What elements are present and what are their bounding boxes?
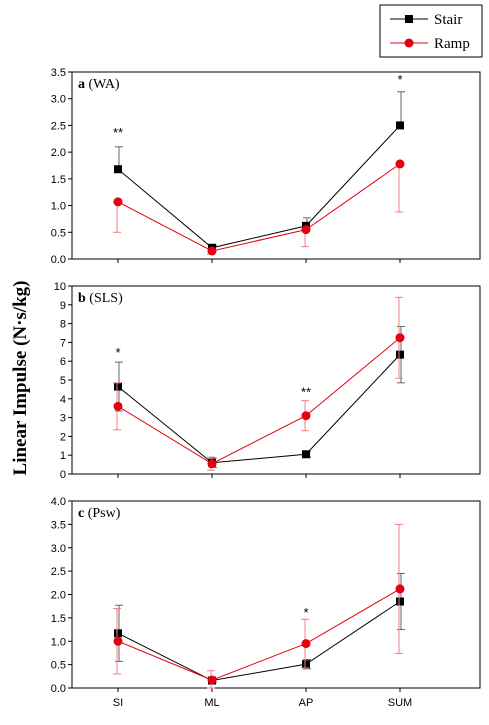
- y-tick-label: 10: [54, 281, 66, 293]
- y-tick-label: 2: [60, 431, 66, 443]
- y-tick-label: 2.5: [51, 566, 66, 578]
- data-point-stair: [396, 597, 404, 606]
- data-point-ramp: [113, 636, 123, 646]
- y-tick-label: 2.0: [51, 147, 66, 159]
- plot-frame: [71, 500, 481, 689]
- y-tick-label: 1.0: [51, 636, 66, 648]
- data-point-ramp: [113, 401, 123, 411]
- data-point-stair: [114, 629, 122, 638]
- y-tick-label: 7: [60, 337, 66, 349]
- significance-marker: *: [115, 345, 120, 360]
- data-point-ramp: [301, 411, 311, 421]
- y-tick-label: 3.0: [51, 543, 66, 555]
- panel-name: (WA): [89, 77, 120, 92]
- data-point-stair: [396, 121, 404, 130]
- data-point-ramp: [301, 639, 311, 649]
- y-tick-label: 1.5: [51, 174, 66, 186]
- y-tick-label: 3: [60, 413, 66, 425]
- panel-c: 0.0 0.5 1.0 1.5 2.0 2.5 3.0 3.5 4.0 SI ML AP SUM c (P…: [51, 496, 481, 709]
- data-point-stair: [396, 350, 404, 359]
- y-tick-label: 0: [60, 469, 66, 481]
- x-tick-label: AP: [299, 697, 314, 709]
- panel-name: (Psw): [88, 506, 121, 521]
- y-tick-label: 1.0: [51, 201, 66, 213]
- y-tick-label: 9: [60, 300, 66, 312]
- data-point-ramp: [207, 459, 217, 469]
- y-tick-label: 0.5: [51, 227, 66, 239]
- panel-label: a (WA): [78, 77, 120, 92]
- y-tick-label: 2.5: [51, 120, 66, 132]
- error-bars-stair: [115, 91, 405, 248]
- significance-marker: **: [113, 125, 123, 140]
- error-bars-ramp: [113, 296, 403, 471]
- legend: Stair Ramp: [379, 4, 483, 58]
- significance-marker: *: [397, 72, 402, 87]
- legend-label-ramp: Ramp: [434, 36, 470, 52]
- error-bars-stair: [115, 572, 405, 683]
- y-tick-label: 4.0: [51, 496, 66, 508]
- y-tick-label: 3.0: [51, 94, 66, 106]
- series-line-ramp: [117, 588, 401, 681]
- significance-marker: **: [301, 384, 311, 399]
- legend-entry-ramp: Ramp: [390, 36, 470, 52]
- error-bars-stair: [115, 325, 405, 468]
- panel-label: c (Psw): [78, 506, 121, 521]
- y-tick-label: 0.0: [51, 254, 66, 266]
- panel-letter: b: [78, 291, 89, 306]
- y-tick-label: 4: [60, 394, 66, 406]
- series-line-ramp: [117, 163, 401, 252]
- series-line-ramp: [117, 337, 401, 465]
- data-point-ramp: [207, 246, 217, 256]
- data-point-stair: [302, 660, 310, 669]
- y-tick-label: 6: [60, 356, 66, 368]
- panel-a: 0.00.51.01.52.02.53.03.5a (WA)***: [51, 67, 481, 266]
- legend-label-stair: Stair: [434, 12, 462, 28]
- y-tick-label: 3.5: [51, 67, 66, 79]
- y-tick-label: 3.5: [51, 519, 66, 531]
- x-tick-label: SUM: [388, 697, 412, 709]
- legend-marker-stair: [405, 15, 413, 23]
- panel-letter: a: [78, 77, 89, 92]
- y-tick-label: 0.0: [51, 683, 66, 695]
- legend-entry-stair: Stair: [390, 12, 462, 28]
- y-tick-label: 0.5: [51, 660, 66, 672]
- legend-marker-ramp: [404, 38, 414, 48]
- significance-marker: *: [303, 605, 308, 620]
- data-point-stair: [114, 165, 122, 174]
- series-line-stair: [117, 354, 401, 464]
- y-tick-label: 5: [60, 375, 66, 387]
- data-point-ramp: [395, 159, 405, 169]
- data-point-stair: [114, 382, 122, 391]
- data-point-ramp: [395, 333, 405, 343]
- legend-box: [379, 4, 483, 58]
- y-tick-label: 2.0: [51, 590, 66, 602]
- data-point-stair: [302, 450, 310, 459]
- plot-frame: [71, 285, 481, 475]
- series-line-stair: [117, 125, 401, 249]
- plot-frame: [71, 71, 481, 260]
- panel-label: b (SLS): [78, 291, 123, 306]
- error-bars-ramp: [113, 523, 403, 689]
- panel-letter: c: [78, 506, 88, 521]
- y-tick-label: 8: [60, 319, 66, 331]
- panel-name: (SLS): [89, 291, 123, 306]
- y-tick-label: 1.5: [51, 613, 66, 625]
- data-point-ramp: [301, 225, 311, 235]
- data-point-ramp: [395, 584, 405, 594]
- data-point-ramp: [207, 675, 217, 685]
- y-tick-label: 1: [60, 450, 66, 462]
- x-tick-label: ML: [204, 697, 219, 709]
- data-point-ramp: [113, 197, 123, 207]
- y-axis-label: Linear Impulse (N·s/kg): [10, 281, 31, 476]
- series-line-stair: [117, 601, 401, 682]
- x-tick-label: SI: [113, 697, 123, 709]
